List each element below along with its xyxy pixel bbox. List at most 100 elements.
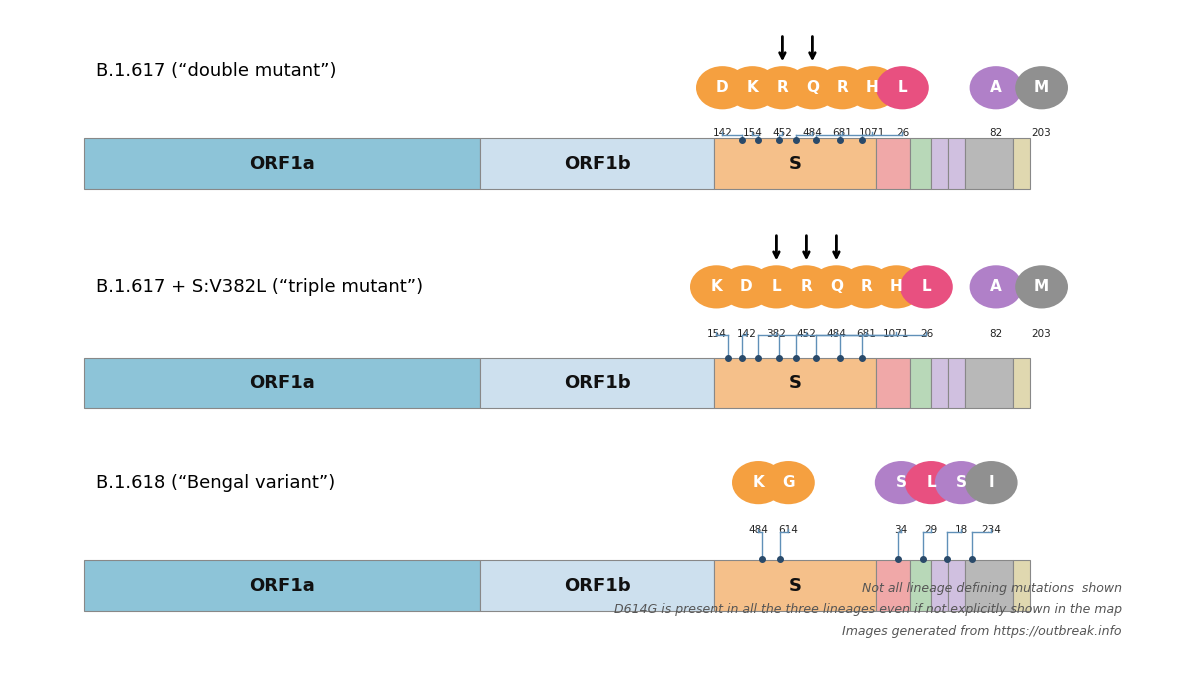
Bar xyxy=(480,138,714,189)
Text: 203: 203 xyxy=(1032,329,1051,339)
Text: 452: 452 xyxy=(797,329,816,339)
Text: R: R xyxy=(836,80,848,95)
Bar xyxy=(714,138,876,189)
Bar xyxy=(948,560,965,611)
Text: K: K xyxy=(746,80,758,95)
Bar xyxy=(965,560,1013,611)
Text: 142: 142 xyxy=(737,329,756,339)
Text: 82: 82 xyxy=(989,128,1003,138)
Text: K: K xyxy=(710,279,722,294)
Text: 452: 452 xyxy=(773,128,792,138)
Text: 29: 29 xyxy=(924,525,938,535)
Ellipse shape xyxy=(762,461,815,504)
Text: L: L xyxy=(922,279,931,294)
Ellipse shape xyxy=(696,66,749,109)
Bar xyxy=(1013,358,1030,408)
Bar xyxy=(84,358,480,408)
Bar xyxy=(1013,560,1030,611)
Text: S: S xyxy=(955,475,967,490)
Text: H: H xyxy=(890,279,902,294)
Bar xyxy=(910,358,931,408)
Bar xyxy=(480,560,714,611)
Bar xyxy=(931,138,948,189)
Ellipse shape xyxy=(756,66,809,109)
Text: ORF1b: ORF1b xyxy=(564,576,630,595)
Text: 234: 234 xyxy=(982,525,1001,535)
Text: 681: 681 xyxy=(857,329,876,339)
Text: A: A xyxy=(990,80,1002,95)
Text: S: S xyxy=(788,374,802,392)
Bar xyxy=(931,560,948,611)
Bar xyxy=(876,560,910,611)
Text: Q: Q xyxy=(806,80,818,95)
Bar xyxy=(714,560,876,611)
Text: R: R xyxy=(800,279,812,294)
Text: L: L xyxy=(926,475,936,490)
Text: 203: 203 xyxy=(1032,128,1051,138)
Text: S: S xyxy=(895,475,907,490)
Ellipse shape xyxy=(900,265,953,308)
Bar xyxy=(714,358,876,408)
Text: M: M xyxy=(1034,279,1049,294)
Text: 18: 18 xyxy=(954,525,968,535)
Bar xyxy=(84,560,480,611)
Text: R: R xyxy=(776,80,788,95)
Text: 484: 484 xyxy=(827,329,846,339)
Bar xyxy=(480,358,714,408)
Ellipse shape xyxy=(720,265,773,308)
Text: 82: 82 xyxy=(989,329,1003,339)
Bar xyxy=(876,138,910,189)
Text: 614: 614 xyxy=(779,525,798,535)
Text: S: S xyxy=(788,155,802,173)
Ellipse shape xyxy=(750,265,803,308)
Text: D614G is present in all the three lineages even if not explicitly shown in the m: D614G is present in all the three lineag… xyxy=(614,603,1122,616)
Text: 154: 154 xyxy=(707,329,726,339)
Text: H: H xyxy=(866,80,878,95)
Text: 154: 154 xyxy=(743,128,762,138)
Text: 142: 142 xyxy=(713,128,732,138)
Bar xyxy=(910,560,931,611)
Text: 26: 26 xyxy=(895,128,910,138)
Text: Q: Q xyxy=(830,279,842,294)
Text: B.1.617 (“double mutant”): B.1.617 (“double mutant”) xyxy=(96,62,336,80)
Text: L: L xyxy=(772,279,781,294)
Ellipse shape xyxy=(905,461,958,504)
Bar xyxy=(876,358,910,408)
Bar xyxy=(965,358,1013,408)
Ellipse shape xyxy=(875,461,928,504)
Text: B.1.618 (“Bengal variant”): B.1.618 (“Bengal variant”) xyxy=(96,474,335,491)
Text: 1071: 1071 xyxy=(883,329,910,339)
Text: ORF1a: ORF1a xyxy=(250,155,314,173)
Text: A: A xyxy=(990,279,1002,294)
Text: 34: 34 xyxy=(894,525,908,535)
Text: R: R xyxy=(860,279,872,294)
Text: 681: 681 xyxy=(833,128,852,138)
Ellipse shape xyxy=(780,265,833,308)
Text: D: D xyxy=(740,279,752,294)
Text: Not all lineage defining mutations  shown: Not all lineage defining mutations shown xyxy=(862,582,1122,595)
Text: 26: 26 xyxy=(919,329,934,339)
Ellipse shape xyxy=(732,461,785,504)
Text: ORF1a: ORF1a xyxy=(250,576,314,595)
Text: Images generated from https://outbreak.info: Images generated from https://outbreak.i… xyxy=(842,625,1122,638)
Bar xyxy=(965,138,1013,189)
Text: L: L xyxy=(898,80,907,95)
Text: ORF1b: ORF1b xyxy=(564,374,630,392)
Ellipse shape xyxy=(786,66,839,109)
Ellipse shape xyxy=(1015,265,1068,308)
Text: K: K xyxy=(752,475,764,490)
Text: ORF1a: ORF1a xyxy=(250,374,314,392)
Ellipse shape xyxy=(870,265,923,308)
Text: M: M xyxy=(1034,80,1049,95)
Text: 484: 484 xyxy=(749,525,768,535)
Text: B.1.617 + S:V382L (“triple mutant”): B.1.617 + S:V382L (“triple mutant”) xyxy=(96,278,424,296)
Ellipse shape xyxy=(810,265,863,308)
Text: S: S xyxy=(788,576,802,595)
Text: ORF1b: ORF1b xyxy=(564,155,630,173)
Text: 484: 484 xyxy=(803,128,822,138)
Text: 1071: 1071 xyxy=(859,128,886,138)
Bar xyxy=(931,358,948,408)
Ellipse shape xyxy=(935,461,988,504)
Ellipse shape xyxy=(970,265,1022,308)
Text: D: D xyxy=(716,80,728,95)
